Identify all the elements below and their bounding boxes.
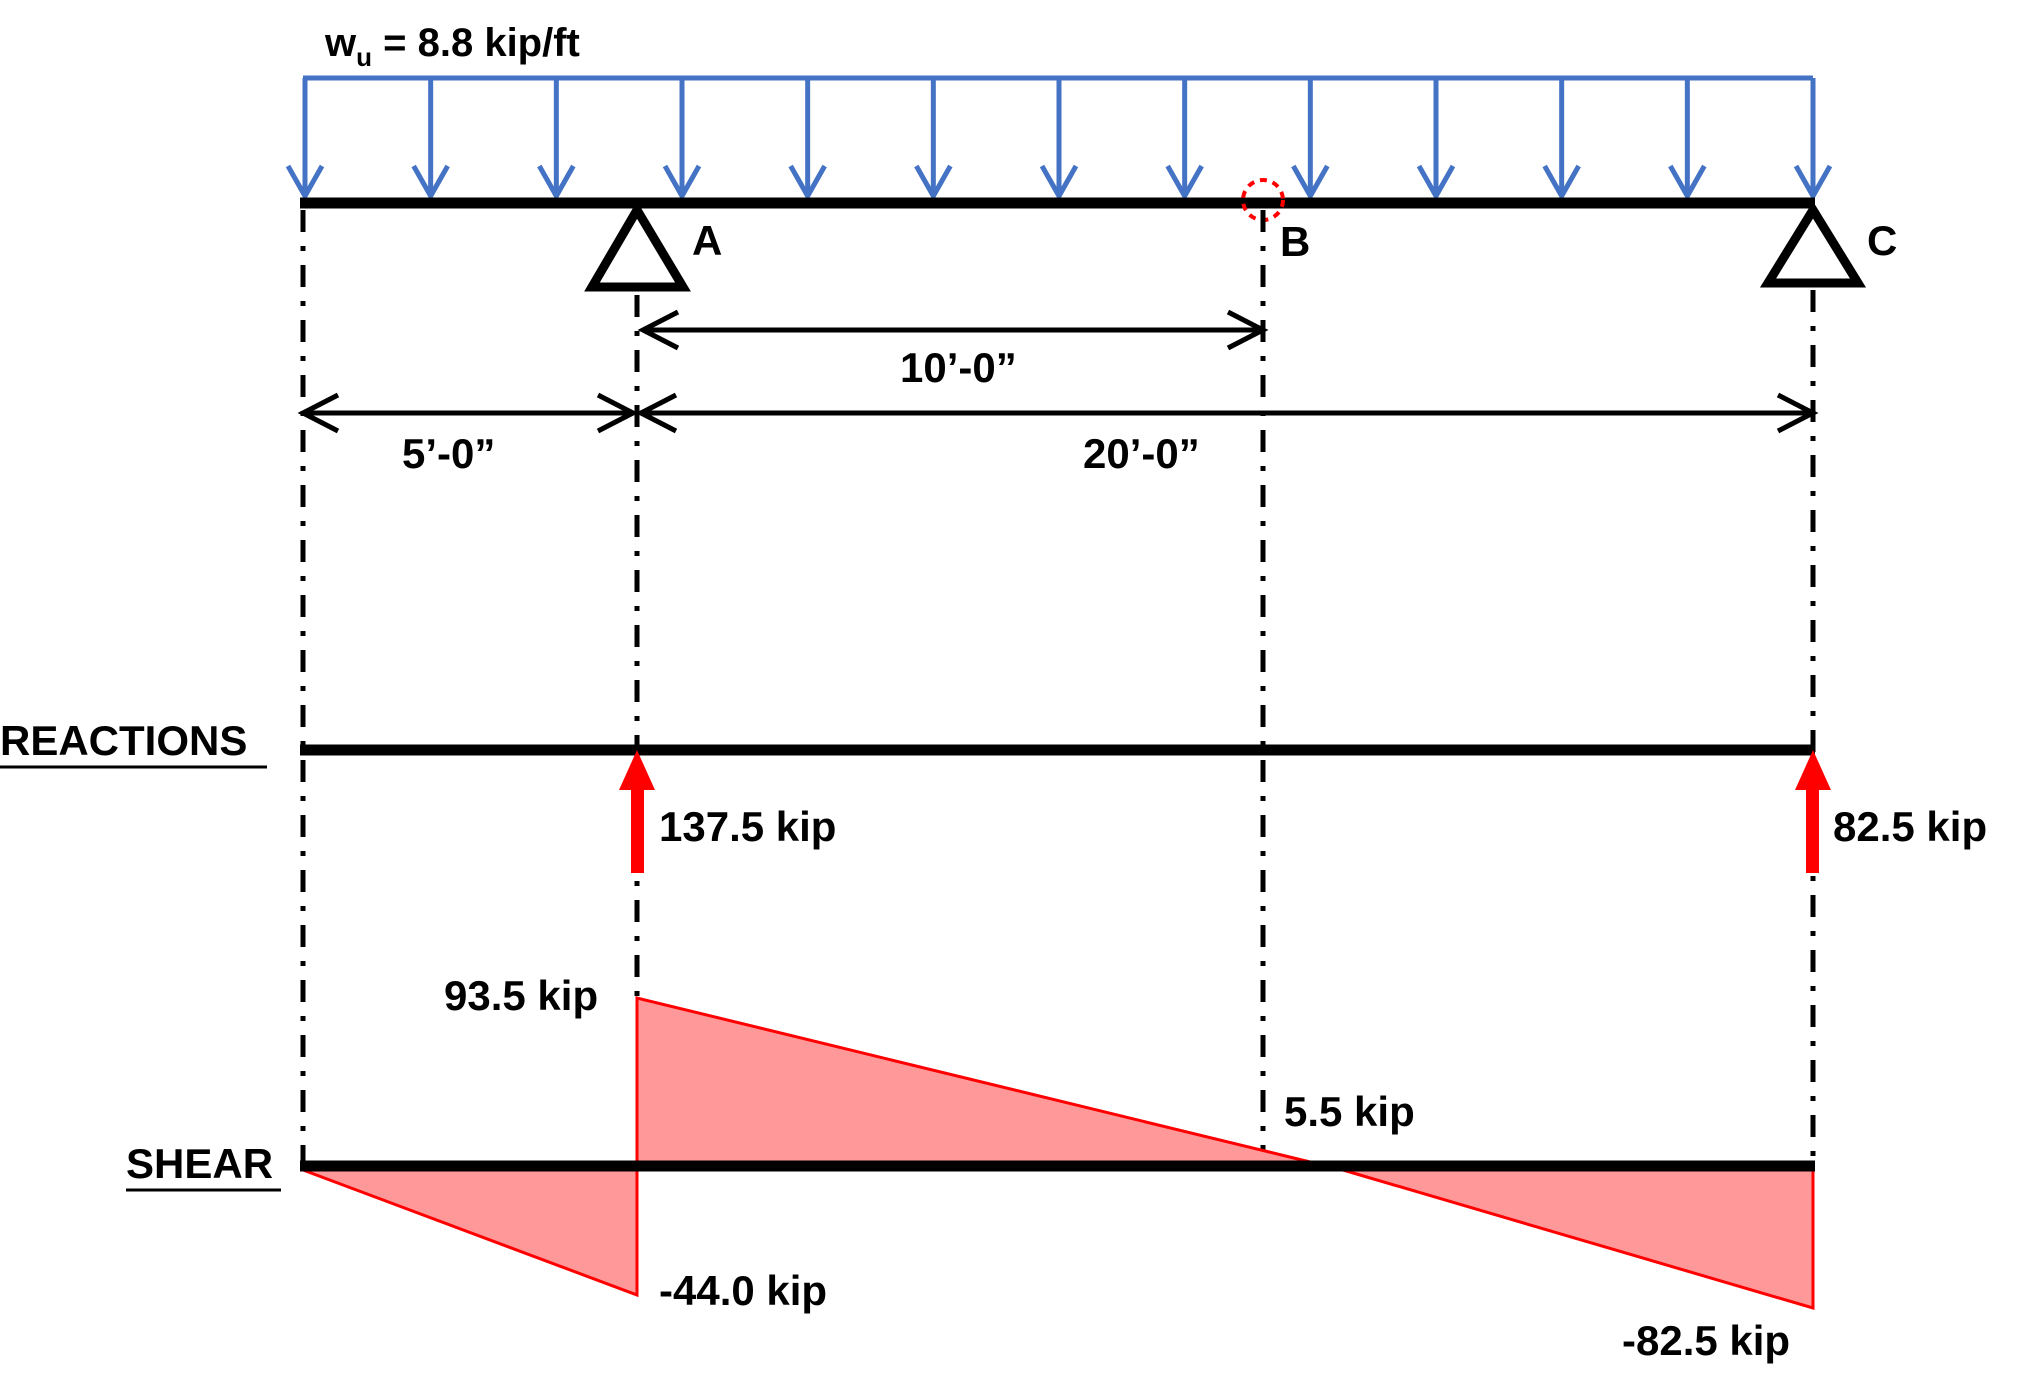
shear-heading: SHEAR — [126, 1140, 273, 1187]
load-arrows — [285, 78, 1833, 202]
load-arrow — [1291, 78, 1330, 202]
load-arrow — [1793, 78, 1833, 202]
dim-arrowhead-right — [1776, 392, 1819, 434]
support-b-label: B — [1280, 218, 1310, 265]
reaction-a-value: 137.5 kip — [659, 803, 836, 850]
support-c-triangle — [1759, 201, 1867, 288]
dimension-overhang-label: 5’-0” — [402, 430, 495, 477]
distributed-load — [285, 75, 1833, 202]
dim-arrowhead-left — [637, 309, 680, 351]
reactions-heading: REACTIONS — [0, 717, 247, 764]
load-arrow — [788, 78, 827, 202]
reaction-arrow-a — [619, 750, 655, 873]
support-a-label: A — [692, 217, 722, 264]
dim-arrowhead-left — [297, 392, 340, 434]
load-arrow — [1039, 78, 1079, 202]
dim-arrowhead-right — [596, 392, 639, 434]
shear-value-at-c: -82.5 kip — [1622, 1317, 1790, 1364]
shear-region-overhang — [302, 1168, 639, 1298]
load-arrow — [411, 78, 450, 202]
dimension-a-to-c-label: 20’-0” — [1083, 430, 1200, 477]
dimension-a-to-b — [637, 309, 1269, 351]
reaction-c-value: 82.5 kip — [1833, 803, 1987, 850]
shear-value-at-b: 5.5 kip — [1284, 1088, 1415, 1135]
load-symbol: w — [324, 21, 357, 65]
load-arrow — [285, 78, 325, 202]
load-arrow — [914, 78, 953, 202]
shear-value-right-of-a: 93.5 kip — [444, 972, 598, 1019]
load-label: wu = 8.8 kip/ft — [324, 21, 580, 72]
dim-arrowhead-right — [1226, 309, 1269, 351]
dimension-a-to-c — [635, 392, 1819, 434]
shear-region-positive — [635, 996, 1344, 1172]
shear-value-left-of-a: -44.0 kip — [659, 1267, 827, 1314]
support-a-triangle — [584, 201, 691, 292]
reaction-arrow-c — [1795, 750, 1831, 873]
load-arrow — [1542, 78, 1581, 202]
load-arrow — [1416, 78, 1456, 202]
load-arrow — [662, 78, 702, 202]
load-subscript: u — [356, 42, 372, 72]
dimension-overhang — [297, 392, 639, 434]
shear-region-negative — [1342, 1168, 1815, 1311]
dimension-a-to-b-label: 10’-0” — [900, 344, 1017, 391]
support-c-label: C — [1867, 217, 1897, 264]
load-value: = 8.8 kip/ft — [372, 21, 580, 65]
dim-arrowhead-left — [635, 392, 678, 434]
load-arrow — [1165, 78, 1204, 202]
reference-lines — [300, 210, 1816, 1175]
load-arrow — [1668, 78, 1707, 202]
load-arrow — [537, 78, 576, 202]
